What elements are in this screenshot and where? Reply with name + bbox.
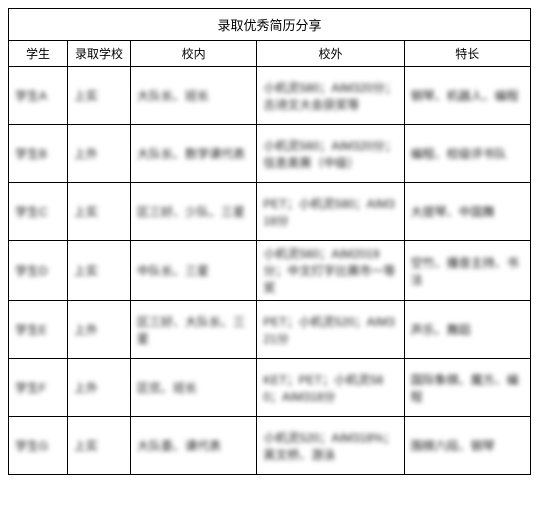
table-row: 学生G上实大队委、课代表小机灵520；AIM318%；英文桥、游泳围棋六段、钢琴: [9, 417, 531, 475]
cell-student: 学生E: [9, 301, 68, 359]
cell-school: 上外: [67, 301, 130, 359]
col-header-student: 学生: [9, 41, 68, 67]
table-row: 学生A上实大队长、班长小机灵580；AIM320分；古诗文大会获奖等钢琴、机器人…: [9, 67, 531, 125]
table-row: 学生D上实中队长、三星小机灵560；AIM2019分；中文打字比赛市一等奖空竹、…: [9, 241, 531, 301]
cell-talent: 编程、校级评书队: [404, 125, 530, 183]
cell-student: 学生F: [9, 359, 68, 417]
cell-outside: 小机灵560；AIM320分；信息奥赛（中级）: [257, 125, 404, 183]
cell-talent: 空竹、播音主持、书法: [404, 241, 530, 301]
col-header-inside: 校内: [131, 41, 257, 67]
table-row: 学生C上实区三好、少队、三星PET；小机灵580；AIM318分大提琴、中国舞: [9, 183, 531, 241]
cell-inside: 大队委、课代表: [131, 417, 257, 475]
table-title: 录取优秀简历分享: [9, 9, 531, 41]
col-header-school: 录取学校: [67, 41, 130, 67]
cell-outside: 小机灵560；AIM2019分；中文打字比赛市一等奖: [257, 241, 404, 301]
cell-school: 上实: [67, 183, 130, 241]
cell-outside: 小机灵580；AIM320分；古诗文大会获奖等: [257, 67, 404, 125]
cell-inside: 大队长、数学课代表: [131, 125, 257, 183]
cell-school: 上实: [67, 417, 130, 475]
resume-table: 录取优秀简历分享 学生 录取学校 校内 校外 特长 学生A上实大队长、班长小机灵…: [8, 8, 531, 475]
cell-talent: 钢琴、机器人、编程: [404, 67, 530, 125]
cell-inside: 区优、班长: [131, 359, 257, 417]
cell-inside: 大队长、班长: [131, 67, 257, 125]
table-row: 学生F上外区优、班长KET；PET；小机灵580；AIM318分国际象棋、魔方、…: [9, 359, 531, 417]
cell-student: 学生D: [9, 241, 68, 301]
table-body: 学生A上实大队长、班长小机灵580；AIM320分；古诗文大会获奖等钢琴、机器人…: [9, 67, 531, 475]
cell-student: 学生A: [9, 67, 68, 125]
cell-outside: KET；PET；小机灵580；AIM318分: [257, 359, 404, 417]
cell-outside: PET；小机灵520；AIM321分: [257, 301, 404, 359]
cell-talent: 围棋六段、钢琴: [404, 417, 530, 475]
cell-outside: PET；小机灵580；AIM318分: [257, 183, 404, 241]
cell-talent: 大提琴、中国舞: [404, 183, 530, 241]
cell-school: 上实: [67, 67, 130, 125]
cell-outside: 小机灵520；AIM318%；英文桥、游泳: [257, 417, 404, 475]
cell-inside: 区三好、大队长、三星: [131, 301, 257, 359]
cell-student: 学生B: [9, 125, 68, 183]
cell-student: 学生G: [9, 417, 68, 475]
cell-school: 上外: [67, 125, 130, 183]
table-row: 学生E上外区三好、大队长、三星PET；小机灵520；AIM321分声乐、舞蹈: [9, 301, 531, 359]
cell-student: 学生C: [9, 183, 68, 241]
cell-talent: 国际象棋、魔方、编程: [404, 359, 530, 417]
table-row: 学生B上外大队长、数学课代表小机灵560；AIM320分；信息奥赛（中级）编程、…: [9, 125, 531, 183]
cell-school: 上外: [67, 359, 130, 417]
cell-school: 上实: [67, 241, 130, 301]
cell-inside: 区三好、少队、三星: [131, 183, 257, 241]
col-header-talent: 特长: [404, 41, 530, 67]
cell-talent: 声乐、舞蹈: [404, 301, 530, 359]
header-row: 学生 录取学校 校内 校外 特长: [9, 41, 531, 67]
cell-inside: 中队长、三星: [131, 241, 257, 301]
col-header-outside: 校外: [257, 41, 404, 67]
